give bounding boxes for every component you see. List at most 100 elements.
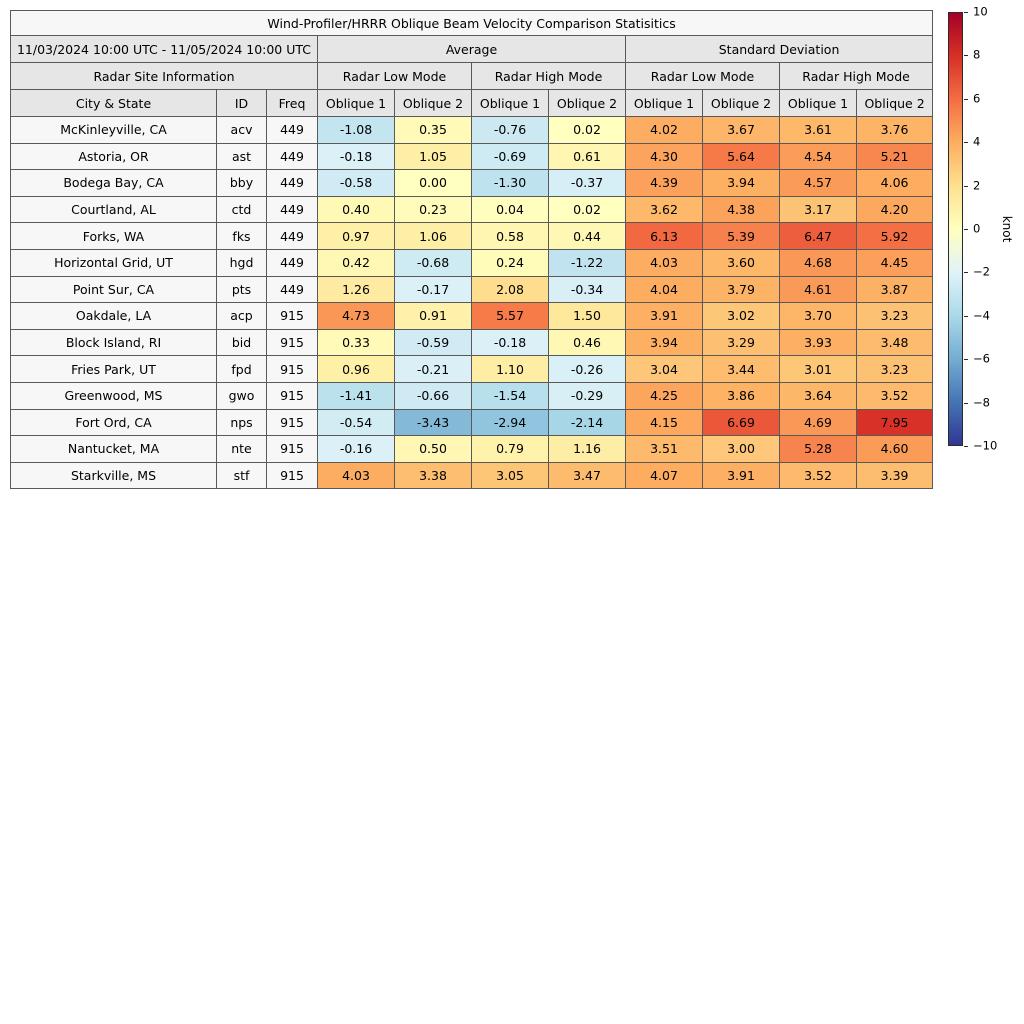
colorbar-tick-label: −8 (973, 394, 990, 409)
value-cell: 3.17 (779, 195, 857, 224)
colorbar-tick-label: 0 (973, 221, 981, 236)
column-header-oblique1: Oblique 1 (625, 89, 703, 117)
value-cell: 4.54 (779, 142, 857, 171)
value-cell: 3.04 (625, 355, 703, 383)
value-cell: -2.14 (548, 408, 626, 437)
city-cell: Courtland, AL (10, 195, 217, 224)
value-cell: 3.44 (702, 355, 780, 383)
value-cell: 1.16 (548, 435, 626, 463)
period-cell: 11/03/2024 10:00 UTC - 11/05/2024 10:00 … (10, 35, 318, 63)
value-cell: 5.39 (702, 222, 780, 250)
value-cell: 4.38 (702, 195, 780, 224)
freq-cell: 915 (266, 461, 318, 490)
value-cell: 5.92 (855, 222, 934, 250)
value-cell: 0.50 (394, 435, 472, 463)
value-cell: -0.37 (548, 169, 626, 197)
column-header-id: ID (216, 89, 267, 117)
colorbar-tick (964, 402, 968, 404)
value-cell: 0.91 (394, 302, 472, 330)
table-row: Starkville, MS stf 915 4.03 3.38 3.05 3.47 4.07… (10, 461, 934, 490)
value-cell: 0.58 (471, 222, 549, 250)
value-cell: 3.60 (702, 248, 780, 277)
city-cell: McKinleyville, CA (10, 116, 217, 144)
value-cell: 3.48 (855, 328, 934, 357)
value-cell: 5.64 (702, 142, 780, 171)
value-cell: 3.02 (702, 302, 780, 330)
value-cell: 4.07 (625, 461, 703, 490)
value-cell: -0.54 (317, 408, 395, 437)
table-row: Horizontal Grid, UT hgd 449 0.42 -0.68 0.24 -1… (10, 248, 934, 277)
value-cell: 1.10 (471, 355, 549, 383)
value-cell: 4.73 (317, 302, 395, 330)
value-cell: 0.40 (317, 195, 395, 224)
freq-cell: 449 (266, 142, 318, 171)
colorbar-tick-label: 8 (973, 47, 981, 62)
mode-header-avg-low: Radar Low Mode (317, 62, 472, 90)
value-cell: 0.79 (471, 435, 549, 463)
freq-cell: 449 (266, 222, 318, 250)
colorbar-gradient (948, 12, 963, 446)
value-cell: -1.54 (471, 381, 549, 410)
value-cell: -0.66 (394, 381, 472, 410)
city-cell: Forks, WA (10, 222, 217, 250)
value-cell: 4.30 (625, 142, 703, 171)
table-title: Wind-Profiler/HRRR Oblique Beam Velocity… (9, 10, 934, 36)
value-cell: 6.47 (779, 222, 857, 250)
value-cell: 0.02 (548, 116, 626, 144)
value-cell: -3.43 (394, 408, 472, 437)
value-cell: 6.69 (702, 408, 780, 437)
figure: Wind-Profiler/HRRR Oblique Beam Velocity… (9, 10, 934, 490)
value-cell: 3.39 (855, 461, 934, 490)
value-cell: 0.42 (317, 248, 395, 277)
site-id-cell: bid (216, 328, 267, 357)
value-cell: 0.00 (394, 169, 472, 197)
value-cell: 4.39 (625, 169, 703, 197)
site-id-cell: gwo (216, 381, 267, 410)
colorbar-tick (964, 315, 968, 317)
value-cell: 2.08 (471, 275, 549, 304)
site-id-cell: nte (216, 435, 267, 463)
value-cell: 0.23 (394, 195, 472, 224)
value-cell: -2.94 (471, 408, 549, 437)
city-cell: Point Sur, CA (10, 275, 217, 304)
site-id-cell: ctd (216, 195, 267, 224)
table-row: Astoria, OR ast 449 -0.18 1.05 -0.69 0.61 4.30 5… (10, 142, 934, 171)
colorbar-tick-label: 4 (973, 134, 981, 149)
value-cell: -1.41 (317, 381, 395, 410)
value-cell: 0.44 (548, 222, 626, 250)
colorbar-tick-label: −2 (973, 264, 990, 279)
value-cell: 0.96 (317, 355, 395, 383)
colorbar-tick (964, 12, 968, 13)
city-cell: Horizontal Grid, UT (10, 248, 217, 277)
value-cell: 0.04 (471, 195, 549, 224)
value-cell: 4.68 (779, 248, 857, 277)
colorbar-tick (964, 359, 968, 361)
value-cell: -0.21 (394, 355, 472, 383)
mode-header-avg-high: Radar High Mode (471, 62, 626, 90)
table-row: McKinleyville, CA acv 449 -1.08 0.35 -0.76 0.0… (10, 116, 934, 144)
table-row: Oakdale, LA acp 915 4.73 0.91 5.57 1.50 3.91 3.0… (10, 302, 934, 330)
mode-header-row: Radar Site Information Radar Low Mode Ra… (10, 62, 934, 90)
colorbar-tick (964, 55, 968, 57)
value-cell: 3.91 (702, 461, 780, 490)
table-row: Point Sur, CA pts 449 1.26 -0.17 2.08 -0.34 4.0… (10, 275, 934, 304)
colorbar-tick (964, 229, 968, 230)
colorbar-tick (964, 446, 968, 447)
value-cell: -0.59 (394, 328, 472, 357)
value-cell: 1.50 (548, 302, 626, 330)
site-id-cell: acv (216, 116, 267, 144)
value-cell: 4.06 (855, 169, 934, 197)
value-cell: 3.91 (625, 302, 703, 330)
freq-cell: 449 (266, 248, 318, 277)
freq-cell: 449 (266, 275, 318, 304)
value-cell: -1.08 (317, 116, 395, 144)
value-cell: 4.69 (779, 408, 857, 437)
value-cell: 3.86 (702, 381, 780, 410)
value-cell: 1.06 (394, 222, 472, 250)
freq-cell: 915 (266, 381, 318, 410)
value-cell: 3.79 (702, 275, 780, 304)
value-cell: 1.26 (317, 275, 395, 304)
value-cell: 4.45 (855, 248, 934, 277)
column-header-oblique2: Oblique 2 (702, 89, 780, 117)
site-id-cell: ast (216, 142, 267, 171)
